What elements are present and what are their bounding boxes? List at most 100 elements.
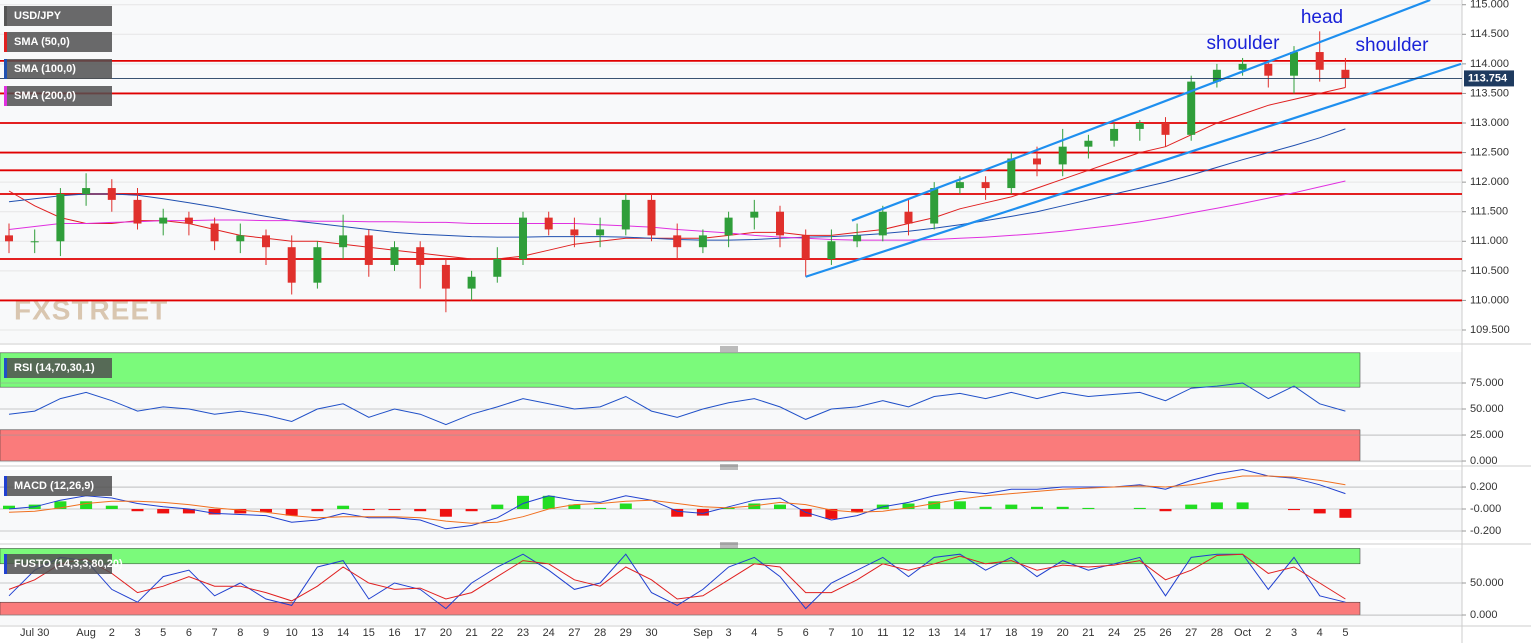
candle-body xyxy=(981,182,990,189)
candle-body xyxy=(287,247,296,283)
trend-channel xyxy=(851,0,1431,222)
candle-body xyxy=(493,259,502,277)
last-price-box xyxy=(1464,70,1514,87)
candle-body xyxy=(698,235,707,248)
y-tick-label: 113.500 xyxy=(1470,87,1509,99)
x-tick-label: 2 xyxy=(109,627,115,639)
legend-box xyxy=(4,476,112,496)
histogram-bar xyxy=(1133,507,1146,510)
candle-body xyxy=(647,199,656,236)
histogram-bar xyxy=(1185,504,1198,510)
y-tick-label: -0.200 xyxy=(1470,525,1501,537)
y-tick-label: 0.000 xyxy=(1470,609,1498,621)
x-tick-label: 19 xyxy=(1031,627,1043,639)
x-tick-label: 23 xyxy=(517,627,529,639)
candle-body xyxy=(750,211,759,218)
y-tick-label: 75.000 xyxy=(1470,377,1504,389)
price-panel xyxy=(0,0,1462,343)
y-tick-label: 115.000 xyxy=(1470,0,1509,11)
histogram-bar xyxy=(774,504,786,510)
legend-label: SMA (200,0) xyxy=(14,90,76,102)
candle-body xyxy=(467,276,476,289)
histogram-bar xyxy=(285,509,298,516)
legend-box xyxy=(4,59,112,79)
candle-body xyxy=(1341,69,1350,79)
legend-label: SMA (100,0) xyxy=(14,63,76,75)
x-tick-label: 17 xyxy=(979,627,991,639)
trend-channel xyxy=(805,62,1462,278)
histogram-bar xyxy=(388,509,401,511)
legend-label: RSI (14,70,30,1) xyxy=(14,362,95,374)
candle-body xyxy=(544,217,553,230)
candle-body xyxy=(801,235,810,260)
histogram-bar xyxy=(979,506,992,510)
histogram-bar xyxy=(1031,506,1043,510)
legend-box xyxy=(4,86,112,106)
x-tick-label: 13 xyxy=(311,627,323,639)
x-tick-label: Sep xyxy=(693,627,713,639)
candle-body xyxy=(519,217,527,260)
legend-box xyxy=(4,358,112,378)
x-tick-label: 28 xyxy=(1211,627,1223,639)
candle-body xyxy=(1264,63,1273,76)
candle-body xyxy=(5,235,13,242)
candle-body xyxy=(853,235,862,242)
x-tick-label: 26 xyxy=(1159,627,1171,639)
watermark: FXSTREET xyxy=(14,294,168,325)
histogram-bar xyxy=(825,509,838,519)
legend-swatch xyxy=(4,86,7,106)
x-tick-label: 4 xyxy=(751,627,757,639)
legend-box xyxy=(4,32,112,52)
histogram-bar xyxy=(1339,509,1352,518)
candle-body xyxy=(776,211,784,236)
x-tick-label: 4 xyxy=(1317,627,1323,639)
histogram-bar xyxy=(568,504,581,510)
x-tick-label: 24 xyxy=(1108,627,1120,639)
y-tick-label: 50.000 xyxy=(1470,577,1504,589)
candle-body xyxy=(313,247,322,283)
x-tick-label: 30 xyxy=(645,627,657,639)
histogram-bar xyxy=(260,509,272,513)
candle-body xyxy=(930,188,939,224)
candle-body xyxy=(236,235,245,242)
legend-label: FUSTO (14,3,3,80,20) xyxy=(14,558,123,570)
x-tick-label: 5 xyxy=(777,627,783,639)
x-tick-label: 13 xyxy=(928,627,940,639)
x-tick-label: 6 xyxy=(186,627,192,639)
resize-handle[interactable] xyxy=(720,346,738,548)
y-tick-label: 114.500 xyxy=(1470,28,1509,40)
candle-body xyxy=(570,229,579,236)
legend-swatch xyxy=(4,32,7,52)
legend-swatch xyxy=(4,59,7,79)
candle-body xyxy=(159,217,168,224)
histogram-bar xyxy=(182,509,195,514)
x-tick-label: 17 xyxy=(414,627,426,639)
line-series xyxy=(8,475,1346,524)
candle-body xyxy=(878,211,887,236)
x-tick-label: 14 xyxy=(337,627,349,639)
candle-body xyxy=(133,199,142,224)
x-tick-label: 29 xyxy=(620,627,632,639)
x-tick-label: 5 xyxy=(160,627,166,639)
annotation: shoulder xyxy=(1356,35,1430,56)
histogram-bar xyxy=(234,509,247,514)
candle-body xyxy=(827,241,836,260)
histogram-bar xyxy=(1005,504,1018,510)
legend-box xyxy=(4,554,112,574)
legend-label: SMA (50,0) xyxy=(14,36,70,48)
x-tick-label: 15 xyxy=(363,627,375,639)
candle-body xyxy=(30,241,39,243)
histogram-bar xyxy=(105,505,118,510)
x-tick-label: 10 xyxy=(851,627,863,639)
y-tick-label: 110.500 xyxy=(1470,265,1509,277)
y-tick-label: 112.500 xyxy=(1470,146,1509,158)
histogram-bar xyxy=(1288,509,1300,511)
x-tick-label: 7 xyxy=(828,627,834,639)
x-tick-label: 21 xyxy=(465,627,477,639)
x-tick-label: 27 xyxy=(568,627,580,639)
x-tick-label: 28 xyxy=(594,627,606,639)
histogram-bar xyxy=(594,507,607,510)
histogram-bar xyxy=(414,509,427,512)
candle-body xyxy=(1238,63,1247,70)
x-tick-label: 14 xyxy=(954,627,966,639)
